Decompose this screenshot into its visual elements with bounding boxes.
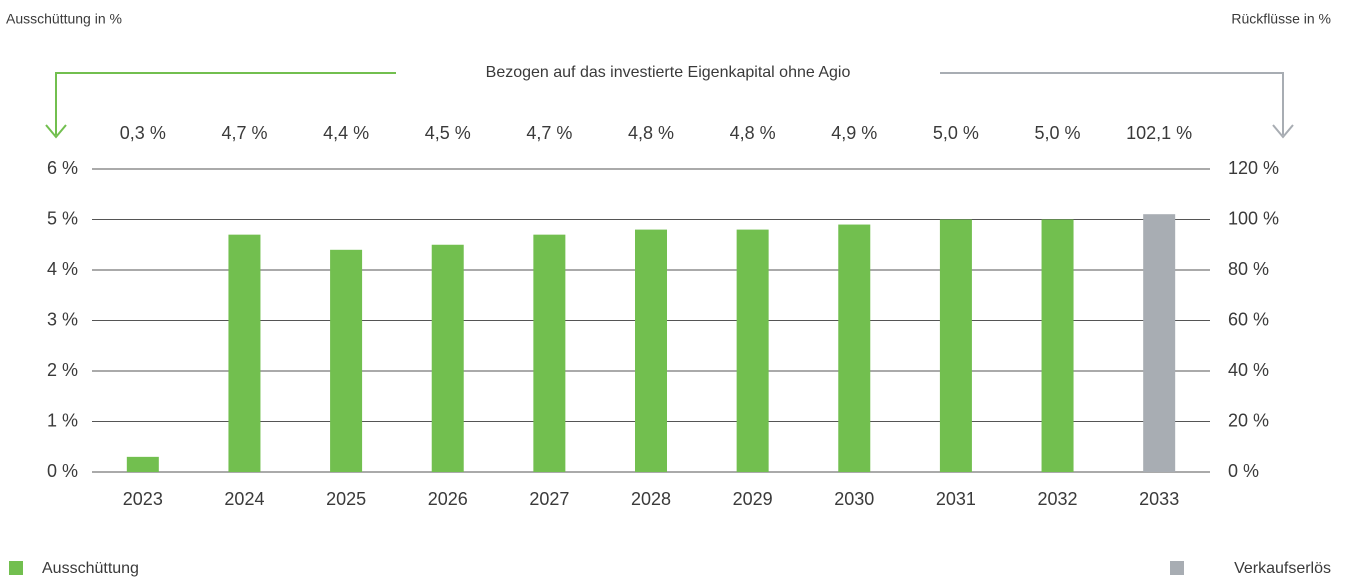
y-tick-label: 3 % — [47, 309, 78, 329]
x-tick-label: 2024 — [224, 489, 264, 509]
arrow-right — [940, 72, 1284, 135]
y-axis-title: Ausschüttung in % — [6, 11, 122, 27]
x-tick-label: 2031 — [936, 489, 976, 509]
value-label: 4,8 % — [730, 123, 776, 143]
x-tick-label: 2033 — [1139, 489, 1179, 509]
bar — [126, 456, 159, 472]
value-label: 4,7 % — [221, 123, 267, 143]
y-tick-label: 0 % — [47, 461, 78, 481]
value-label: 0,3 % — [120, 123, 166, 143]
value-label: 5,0 % — [1035, 123, 1081, 143]
x-tick-label: 2032 — [1038, 489, 1078, 509]
value-label: 5,0 % — [933, 123, 979, 143]
value-label: 102,1 % — [1126, 123, 1192, 143]
value-label: 4,5 % — [425, 123, 471, 143]
bar — [533, 234, 566, 472]
arrowhead-left — [45, 124, 67, 139]
x-tick-label: 2029 — [733, 489, 773, 509]
bar — [1041, 219, 1074, 472]
value-label: 4,4 % — [323, 123, 369, 143]
arrow-left — [55, 72, 396, 135]
bar — [635, 229, 667, 472]
y-tick-label: 5 % — [47, 208, 78, 228]
legend-label: Ausschüttung — [42, 560, 139, 577]
bar — [939, 219, 972, 472]
y2-tick-label: 100 % — [1228, 208, 1279, 228]
arrowhead-right — [1272, 124, 1294, 139]
value-label: 4,9 % — [831, 123, 877, 143]
x-tick-label: 2023 — [123, 489, 163, 509]
y2-tick-label: 60 % — [1228, 309, 1269, 329]
y2-tick-label: 0 % — [1228, 461, 1259, 481]
annotation: Bezogen auf das investierte Eigenkapital… — [486, 64, 851, 81]
x-tick-label: 2025 — [326, 489, 366, 509]
value-label: 4,7 % — [526, 123, 572, 143]
y2-tick-label: 120 % — [1228, 158, 1279, 178]
bar — [330, 249, 363, 472]
y2-tick-label: 40 % — [1228, 360, 1269, 380]
value-label: 4,8 % — [628, 123, 674, 143]
y2-tick-label: 80 % — [1228, 259, 1269, 279]
bar — [736, 229, 769, 472]
y2-tick-label: 20 % — [1228, 410, 1269, 430]
y-tick-label: 4 % — [47, 259, 78, 279]
bar — [838, 224, 871, 472]
y2-axis-title: Rückflüsse in % — [1231, 11, 1331, 27]
bar — [431, 244, 464, 472]
bar — [228, 234, 261, 472]
x-tick-label: 2026 — [428, 489, 468, 509]
x-tick-label: 2030 — [834, 489, 874, 509]
y-tick-label: 1 % — [47, 410, 78, 430]
y-tick-label: 2 % — [47, 360, 78, 380]
bar — [1143, 214, 1176, 472]
x-tick-label: 2027 — [529, 489, 569, 509]
x-tick-label: 2028 — [631, 489, 671, 509]
legend-swatch — [1170, 561, 1184, 575]
y-tick-label: 6 % — [47, 158, 78, 178]
legend-swatch — [9, 561, 23, 575]
legend-label: Verkaufserlös — [1234, 560, 1331, 577]
